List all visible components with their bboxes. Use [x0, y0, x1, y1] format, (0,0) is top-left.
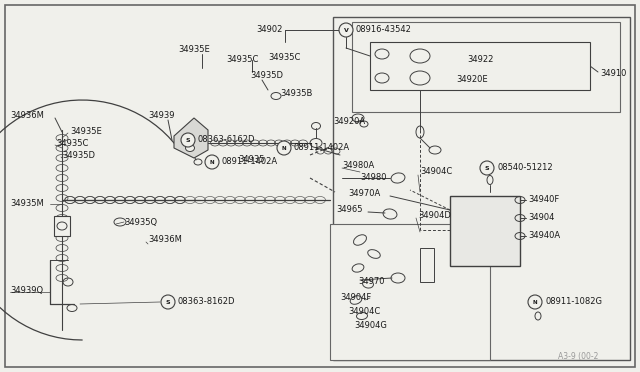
Text: 34902: 34902	[256, 26, 282, 35]
Text: 34935D: 34935D	[62, 151, 95, 160]
Text: 34935B: 34935B	[280, 90, 312, 99]
Text: 34922: 34922	[467, 55, 493, 64]
Circle shape	[480, 161, 494, 175]
Text: 34904G: 34904G	[354, 321, 387, 330]
Text: 34935C: 34935C	[56, 140, 88, 148]
Text: 34935M: 34935M	[10, 199, 44, 208]
Text: 08916-43542: 08916-43542	[356, 26, 412, 35]
Text: N: N	[210, 160, 214, 164]
Text: 34910: 34910	[600, 70, 627, 78]
Circle shape	[181, 133, 195, 147]
Text: 34920E: 34920E	[456, 76, 488, 84]
Bar	[450, 196, 520, 266]
Text: 34904: 34904	[528, 214, 554, 222]
Circle shape	[277, 141, 291, 155]
Text: 34935E: 34935E	[70, 128, 102, 137]
Text: 34965: 34965	[336, 205, 362, 215]
Text: S: S	[186, 138, 190, 142]
Circle shape	[161, 295, 175, 309]
Text: 08363-6162D: 08363-6162D	[198, 135, 255, 144]
Text: 34970: 34970	[358, 278, 385, 286]
Text: 34935Q: 34935Q	[124, 218, 157, 227]
Text: 34904D: 34904D	[418, 212, 451, 221]
Text: 34904C: 34904C	[420, 167, 452, 176]
Text: 34940F: 34940F	[528, 196, 559, 205]
Text: N: N	[532, 299, 538, 305]
Bar	[420, 248, 434, 282]
Text: 34970A: 34970A	[348, 189, 380, 199]
Text: 34936M: 34936M	[10, 112, 44, 121]
Text: 08363-8162D: 08363-8162D	[178, 298, 236, 307]
Text: 08911-1402A: 08911-1402A	[222, 157, 278, 167]
Text: 34980A: 34980A	[342, 161, 374, 170]
Text: 08911-1402A: 08911-1402A	[294, 144, 350, 153]
Circle shape	[528, 295, 542, 309]
Text: 34936M: 34936M	[148, 235, 182, 244]
Text: 08540-51212: 08540-51212	[497, 164, 552, 173]
Text: 34935: 34935	[238, 155, 264, 164]
Bar	[54, 216, 70, 236]
Text: 34935C: 34935C	[268, 54, 300, 62]
Text: S: S	[484, 166, 490, 170]
Text: 34939Q: 34939Q	[10, 285, 43, 295]
Text: 34939: 34939	[148, 112, 175, 121]
Text: 34980: 34980	[360, 173, 387, 183]
Text: A3-9 (00-2: A3-9 (00-2	[558, 352, 598, 360]
Polygon shape	[174, 118, 208, 158]
Text: 34935D: 34935D	[250, 71, 283, 80]
Text: 34940A: 34940A	[528, 231, 560, 241]
Bar	[352, 22, 620, 112]
Text: 34920A: 34920A	[333, 118, 365, 126]
Text: N: N	[282, 145, 286, 151]
Bar	[333, 17, 630, 360]
Ellipse shape	[186, 144, 195, 151]
Text: 34904C: 34904C	[348, 308, 380, 317]
Text: 34935E: 34935E	[178, 45, 210, 55]
Bar	[330, 224, 490, 360]
Circle shape	[339, 23, 353, 37]
Bar	[370, 42, 590, 90]
Text: 34935C: 34935C	[226, 55, 259, 64]
Text: 34904F: 34904F	[340, 294, 371, 302]
Text: S: S	[166, 299, 170, 305]
Text: 08911-1082G: 08911-1082G	[545, 298, 602, 307]
Text: V: V	[344, 28, 348, 32]
Circle shape	[205, 155, 219, 169]
